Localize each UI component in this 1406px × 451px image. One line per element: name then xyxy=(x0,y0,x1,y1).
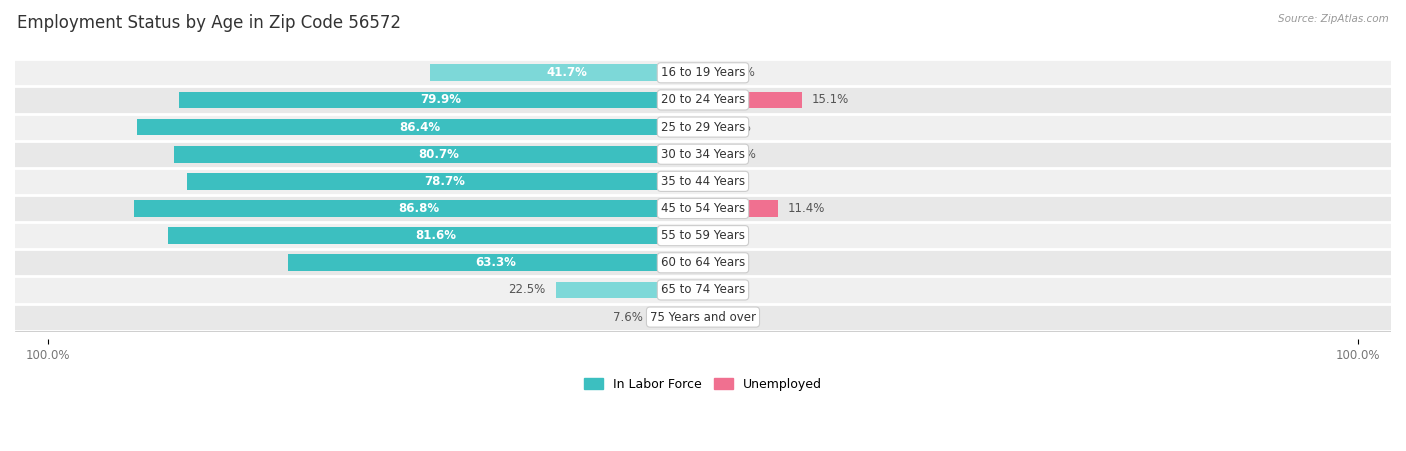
Bar xyxy=(703,227,710,244)
Text: 63.3%: 63.3% xyxy=(475,256,516,269)
Text: 86.8%: 86.8% xyxy=(398,202,439,215)
Text: 7.6%: 7.6% xyxy=(613,311,644,323)
Text: 41.7%: 41.7% xyxy=(546,66,586,79)
Text: 79.9%: 79.9% xyxy=(420,93,461,106)
Text: 0.7%: 0.7% xyxy=(717,175,747,188)
Bar xyxy=(288,254,703,271)
Text: 1.9%: 1.9% xyxy=(725,66,755,79)
Bar xyxy=(15,141,1391,168)
Bar xyxy=(703,254,710,271)
Bar xyxy=(15,59,1391,86)
Text: 86.4%: 86.4% xyxy=(399,120,440,133)
Bar xyxy=(187,173,703,190)
Bar xyxy=(15,304,1391,331)
Bar xyxy=(703,92,801,108)
Bar xyxy=(180,92,703,108)
Bar xyxy=(174,146,703,163)
Bar xyxy=(15,222,1391,249)
Bar xyxy=(703,173,707,190)
Bar xyxy=(654,308,703,326)
Bar xyxy=(430,64,703,81)
Bar xyxy=(703,119,713,135)
Text: 0.0%: 0.0% xyxy=(713,311,742,323)
Text: 22.5%: 22.5% xyxy=(509,283,546,296)
Bar xyxy=(703,146,717,163)
Text: 60 to 64 Years: 60 to 64 Years xyxy=(661,256,745,269)
Text: 81.6%: 81.6% xyxy=(415,229,456,242)
Bar xyxy=(134,200,703,217)
Text: 25 to 29 Years: 25 to 29 Years xyxy=(661,120,745,133)
Text: 16 to 19 Years: 16 to 19 Years xyxy=(661,66,745,79)
Text: 65 to 74 Years: 65 to 74 Years xyxy=(661,283,745,296)
Text: Employment Status by Age in Zip Code 56572: Employment Status by Age in Zip Code 565… xyxy=(17,14,401,32)
Bar xyxy=(555,281,703,299)
Bar xyxy=(703,200,778,217)
Text: 78.7%: 78.7% xyxy=(425,175,465,188)
Bar xyxy=(169,227,703,244)
Text: 30 to 34 Years: 30 to 34 Years xyxy=(661,148,745,161)
Text: 20 to 24 Years: 20 to 24 Years xyxy=(661,93,745,106)
Text: 11.4%: 11.4% xyxy=(787,202,825,215)
Bar xyxy=(703,64,716,81)
Bar xyxy=(15,114,1391,141)
Text: 1.0%: 1.0% xyxy=(720,256,749,269)
Text: 55 to 59 Years: 55 to 59 Years xyxy=(661,229,745,242)
Bar xyxy=(15,86,1391,114)
Text: 80.7%: 80.7% xyxy=(418,148,458,161)
Legend: In Labor Force, Unemployed: In Labor Force, Unemployed xyxy=(579,373,827,396)
Text: 75 Years and over: 75 Years and over xyxy=(650,311,756,323)
Text: Source: ZipAtlas.com: Source: ZipAtlas.com xyxy=(1278,14,1389,23)
Bar xyxy=(15,195,1391,222)
Text: 35 to 44 Years: 35 to 44 Years xyxy=(661,175,745,188)
Text: 45 to 54 Years: 45 to 54 Years xyxy=(661,202,745,215)
Text: 1.0%: 1.0% xyxy=(720,283,749,296)
Text: 1.4%: 1.4% xyxy=(723,120,752,133)
Text: 1.0%: 1.0% xyxy=(720,229,749,242)
Bar xyxy=(15,276,1391,304)
Bar xyxy=(15,249,1391,276)
Text: 2.1%: 2.1% xyxy=(727,148,756,161)
Bar xyxy=(15,168,1391,195)
Bar xyxy=(703,281,710,299)
Text: 15.1%: 15.1% xyxy=(811,93,849,106)
Bar xyxy=(136,119,703,135)
